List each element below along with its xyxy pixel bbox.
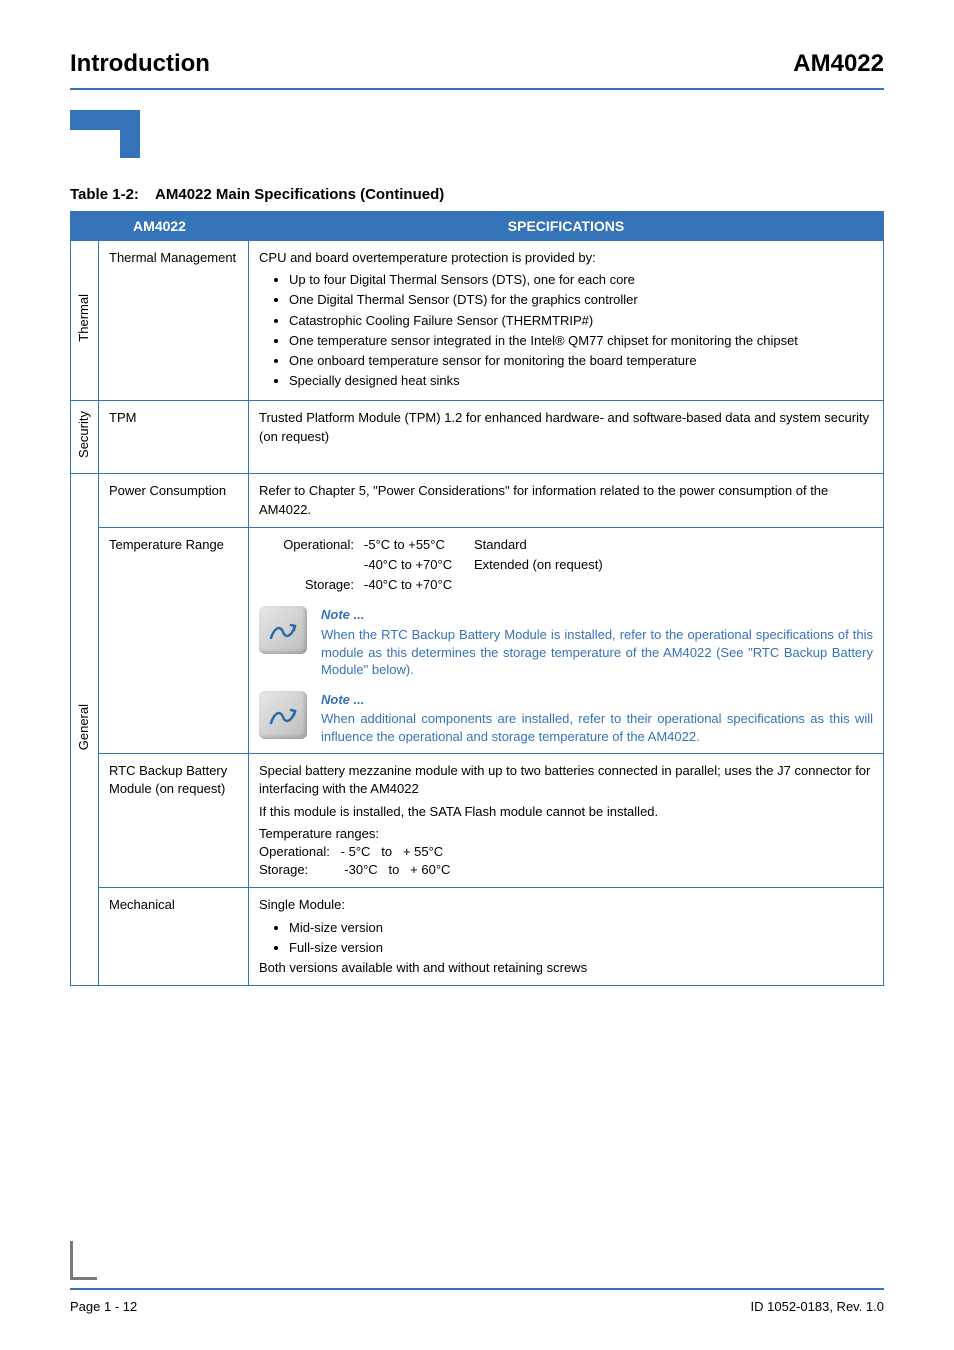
power-content: Refer to Chapter 5, "Power Consideration… bbox=[249, 474, 884, 527]
temp-st: Storage: -40°C to +70°C bbox=[259, 576, 873, 594]
mech-bullets: Mid-size version Full-size version bbox=[259, 919, 873, 957]
row-mech: Mechanical Single Module: Mid-size versi… bbox=[71, 888, 884, 986]
page: Introduction AM4022 Table 1-2: AM4022 Ma… bbox=[0, 0, 954, 1350]
thermal-b4: One temperature sensor integrated in the… bbox=[289, 332, 873, 350]
caption-label: Table 1-2: bbox=[70, 186, 139, 203]
th-right: SPECIFICATIONS bbox=[249, 212, 884, 241]
footer: Page 1 - 12 ID 1052-0183, Rev. 1.0 bbox=[70, 1299, 884, 1314]
temp-op2: -40°C to +70°C Extended (on request) bbox=[259, 556, 873, 574]
header-rule bbox=[70, 88, 884, 90]
rtc-l2: If this module is installed, the SATA Fl… bbox=[259, 803, 873, 821]
mech-intro: Single Module: bbox=[259, 896, 873, 914]
note-icon bbox=[259, 691, 307, 739]
temp-op-cond2: Extended (on request) bbox=[474, 556, 873, 574]
mech-b2: Full-size version bbox=[289, 939, 873, 957]
temp-op-cond1: Standard bbox=[474, 536, 873, 554]
temp-op-label: Operational: bbox=[259, 536, 364, 554]
rtc-l1: Special battery mezzanine module with up… bbox=[259, 762, 873, 798]
footer-right: ID 1052-0183, Rev. 1.0 bbox=[751, 1299, 884, 1314]
security-rowlabel: TPM bbox=[99, 401, 249, 474]
group-security: Security bbox=[71, 401, 99, 474]
rtc-l5: Storage: -30°C to + 60°C bbox=[259, 861, 873, 879]
header-left: Introduction bbox=[70, 50, 210, 78]
temp-content: Operational: -5°C to +55°C Standard -40°… bbox=[249, 527, 884, 753]
row-temp: Temperature Range Operational: -5°C to +… bbox=[71, 527, 884, 753]
temp-op-val1: -5°C to +55°C bbox=[364, 536, 474, 554]
footer-corner bbox=[70, 1241, 97, 1280]
mech-content: Single Module: Mid-size version Full-siz… bbox=[249, 888, 884, 986]
note1-title: Note ... bbox=[321, 606, 873, 624]
note2-title: Note ... bbox=[321, 691, 873, 709]
power-rowlabel: Power Consumption bbox=[99, 474, 249, 527]
temp-st-val: -40°C to +70°C bbox=[364, 576, 474, 594]
note2-block: Note ... When additional components are … bbox=[259, 691, 873, 746]
rtc-l3: Temperature ranges: bbox=[259, 825, 873, 843]
temp-op-val2: -40°C to +70°C bbox=[364, 556, 474, 574]
table-caption: Table 1-2: AM4022 Main Specifications (C… bbox=[70, 186, 884, 203]
thermal-bullets: Up to four Digital Thermal Sensors (DTS)… bbox=[259, 271, 873, 390]
thermal-b2: One Digital Thermal Sensor (DTS) for the… bbox=[289, 291, 873, 309]
footer-rule bbox=[70, 1288, 884, 1290]
spec-table: AM4022 SPECIFICATIONS Thermal Thermal Ma… bbox=[70, 211, 884, 986]
group-thermal-label: Thermal bbox=[75, 284, 93, 352]
thermal-content: CPU and board overtemperature protection… bbox=[249, 241, 884, 401]
row-security: Security TPM Trusted Platform Module (TP… bbox=[71, 401, 884, 474]
note2-text: Note ... When additional components are … bbox=[321, 691, 873, 746]
temp-rowlabel: Temperature Range bbox=[99, 527, 249, 753]
temp-st-label: Storage: bbox=[259, 576, 364, 594]
footer-left: Page 1 - 12 bbox=[70, 1299, 137, 1314]
temp-op1: Operational: -5°C to +55°C Standard bbox=[259, 536, 873, 554]
note1-text: Note ... When the RTC Backup Battery Mod… bbox=[321, 606, 873, 678]
th-left: AM4022 bbox=[71, 212, 249, 241]
row-power: General Power Consumption Refer to Chapt… bbox=[71, 474, 884, 527]
note2-body: When additional components are installed… bbox=[321, 710, 873, 745]
row-rtc: RTC Backup Battery Module (on request) S… bbox=[71, 754, 884, 888]
caption-title: AM4022 Main Specifications (Continued) bbox=[155, 186, 444, 203]
mech-b1: Mid-size version bbox=[289, 919, 873, 937]
thermal-intro: CPU and board overtemperature protection… bbox=[259, 249, 873, 267]
group-thermal: Thermal bbox=[71, 241, 99, 401]
note1-block: Note ... When the RTC Backup Battery Mod… bbox=[259, 606, 873, 678]
page-header: Introduction AM4022 bbox=[70, 50, 884, 82]
rtc-content: Special battery mezzanine module with up… bbox=[249, 754, 884, 888]
security-content: Trusted Platform Module (TPM) 1.2 for en… bbox=[249, 401, 884, 474]
logo bbox=[70, 110, 140, 158]
thermal-b5: One onboard temperature sensor for monit… bbox=[289, 352, 873, 370]
group-general: General bbox=[71, 474, 99, 986]
mech-rowlabel: Mechanical bbox=[99, 888, 249, 986]
thermal-b3: Catastrophic Cooling Failure Sensor (THE… bbox=[289, 312, 873, 330]
row-thermal: Thermal Thermal Management CPU and board… bbox=[71, 241, 884, 401]
group-general-label: General bbox=[75, 694, 93, 760]
table-header-row: AM4022 SPECIFICATIONS bbox=[71, 212, 884, 241]
mech-outro: Both versions available with and without… bbox=[259, 959, 873, 977]
logo-white bbox=[70, 130, 120, 158]
thermal-b6: Specially designed heat sinks bbox=[289, 372, 873, 390]
group-security-label: Security bbox=[75, 401, 93, 468]
note1-body: When the RTC Backup Battery Module is in… bbox=[321, 626, 873, 679]
note-icon bbox=[259, 606, 307, 654]
rtc-rowlabel: RTC Backup Battery Module (on request) bbox=[99, 754, 249, 888]
thermal-rowlabel: Thermal Management bbox=[99, 241, 249, 401]
header-right: AM4022 bbox=[793, 50, 884, 78]
rtc-l4: Operational: - 5°C to + 55°C bbox=[259, 843, 873, 861]
thermal-b1: Up to four Digital Thermal Sensors (DTS)… bbox=[289, 271, 873, 289]
